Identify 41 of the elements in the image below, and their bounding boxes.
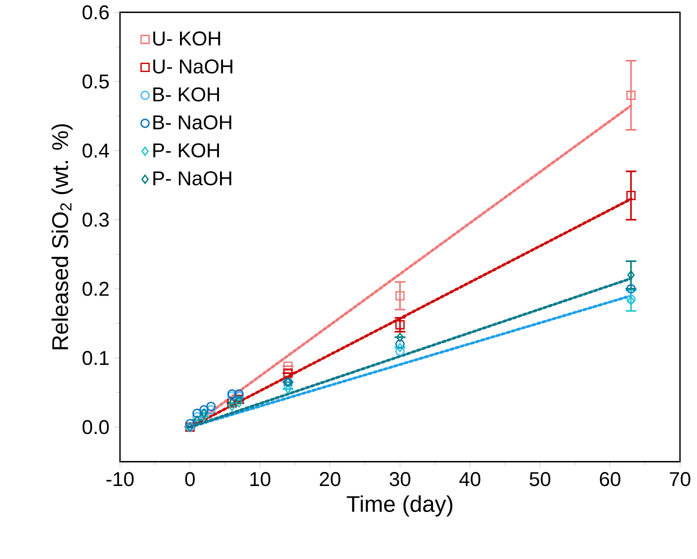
point: [395, 291, 405, 300]
y-tick-label: 0.3: [82, 212, 109, 227]
legend-label: B- KOH: [153, 87, 219, 102]
legend-label: U- NaOH: [153, 59, 232, 74]
x-tick-label: -10: [106, 472, 134, 486]
legend-label: B- NaOH: [153, 115, 232, 130]
x-tick-label: 30: [390, 472, 410, 486]
y-tick-label: 0.0: [82, 420, 109, 434]
point: [283, 368, 293, 378]
point: [395, 320, 405, 330]
legend-label: U- KOH: [153, 31, 220, 46]
point: [206, 405, 216, 414]
point: [626, 284, 636, 294]
point: [626, 90, 636, 100]
point: [206, 402, 216, 412]
legend-label: P- NaOH: [153, 171, 232, 186]
point: [396, 342, 404, 352]
x-tick-label: 60: [600, 472, 620, 486]
point: [395, 346, 405, 356]
x-tick-label: 50: [530, 472, 550, 486]
x-tick-label: 0: [185, 472, 195, 486]
y-axis-title: Released SiO$_{2}$ (wt. %): [52, 124, 73, 350]
x-tick-label: 70: [670, 472, 690, 486]
point: [626, 190, 636, 200]
x-tick-label: 10: [250, 472, 270, 486]
x-tick-label: 40: [459, 472, 480, 486]
y-tick-label: 0.6: [82, 5, 109, 20]
point: [627, 270, 635, 280]
point: [283, 380, 293, 390]
point: [284, 384, 292, 394]
y-tick-label: 0.2: [82, 282, 109, 296]
y-tick-label: 0.5: [82, 74, 109, 89]
point: [185, 418, 195, 428]
x-axis-title: Time (day): [346, 495, 452, 516]
point: [395, 339, 405, 349]
legend-label: P- KOH: [153, 143, 219, 158]
y-tick-label: 0.1: [82, 350, 109, 366]
point: [192, 408, 202, 418]
x-tick-label: 20: [320, 472, 340, 486]
y-tick-label: 0.4: [82, 144, 110, 158]
point: [283, 362, 293, 371]
